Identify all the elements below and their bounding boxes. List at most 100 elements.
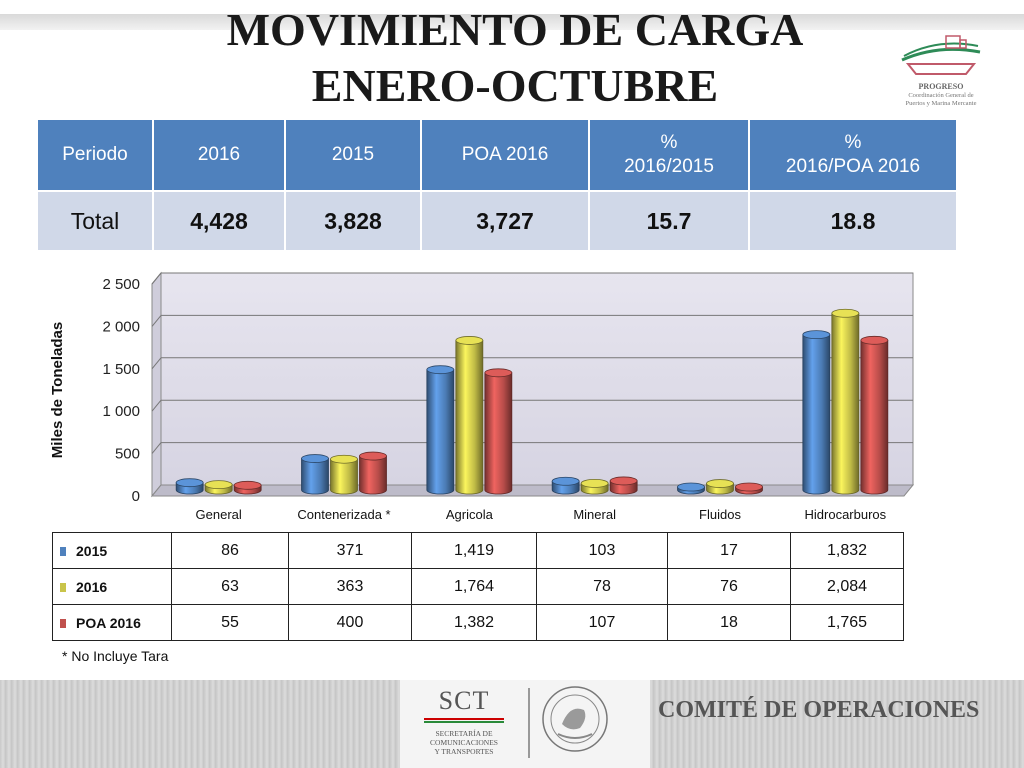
bar-top	[735, 482, 763, 492]
sct-red-rule	[424, 718, 504, 720]
summary-header-2015: 2015	[286, 120, 420, 190]
y-axis-label: Miles de Toneladas	[49, 322, 66, 458]
y-tick-label: 2 000	[102, 318, 140, 335]
bar-poa-2016	[484, 372, 513, 495]
summary-total-label: Total	[38, 192, 152, 250]
summary-total-2016: 4,428	[154, 192, 284, 250]
data-row-label: 2015	[52, 532, 172, 569]
gridline	[151, 357, 162, 370]
legend-key-2015	[60, 547, 66, 557]
data-cell: 107	[536, 604, 668, 641]
bar-top	[359, 451, 387, 461]
national-seal-icon	[542, 686, 608, 752]
bar-2015	[301, 458, 329, 495]
bar-poa-2016	[860, 339, 889, 495]
bar-top	[484, 368, 513, 378]
bar-top	[301, 454, 329, 463]
progreso-logo: PROGRESO Coordinación General de Puertos…	[888, 30, 994, 112]
sct-subtitle-line-2: COMUNICACIONES	[430, 738, 498, 747]
summary-header-poa-2016: POA 2016	[422, 120, 588, 190]
sct-logo: SCT SECRETARÍA DE COMUNICACIONES Y TRANS…	[414, 686, 514, 756]
chart-labels: 0 500 1 000 1 500 2 000 2 500 Miles de Tonelad…	[49, 276, 887, 522]
bar-poa-2016	[359, 455, 387, 495]
summary-header-pct-2016-2015: % 2016/2015	[590, 120, 748, 190]
bar-top	[551, 476, 580, 486]
chart-floor	[150, 484, 915, 497]
ship-icon	[901, 35, 981, 75]
bar-2015	[802, 334, 831, 495]
summary-total-2015: 3,828	[286, 192, 420, 250]
sct-logo-subtitle: SECRETARÍA DE COMUNICACIONES Y TRANSPORT…	[414, 729, 514, 756]
gridline	[151, 272, 162, 285]
page-title: MOVIMIENTO DE CARGA ENERO-OCTUBRE	[120, 2, 910, 114]
bar-top	[175, 478, 204, 488]
bar-top	[455, 336, 484, 345]
data-table: 2015 86 371 1,419 103 17 1,832 2016 63 3…	[52, 532, 904, 641]
bar-2015	[426, 369, 455, 495]
data-cell: 18	[667, 604, 791, 641]
title-line-2: ENERO-OCTUBRE	[311, 60, 719, 111]
logo-name: PROGRESO	[918, 82, 964, 91]
legend-label-poa-2016: POA 2016	[76, 614, 141, 631]
x-tick-label: Fluidos	[699, 507, 741, 522]
summary-total-pct-2016-poa: 18.8	[750, 192, 956, 250]
data-cell: 63	[171, 568, 289, 605]
footnote: * No Incluye Tara	[62, 648, 169, 664]
y-tick-label: 500	[115, 446, 140, 463]
y-tick-label: 1 500	[102, 361, 140, 378]
gridline	[151, 442, 162, 454]
data-cell: 76	[667, 568, 791, 605]
x-tick-label: Contenerizada *	[297, 507, 390, 522]
title-line-1: MOVIMIENTO DE CARGA	[226, 4, 804, 55]
bar-top	[609, 476, 638, 486]
data-cell: 17	[667, 532, 791, 569]
logo-subtitle-line-2: Puertos y Marina Mercante	[905, 100, 977, 107]
legend-key-2016	[60, 583, 66, 593]
data-cell: 103	[536, 532, 668, 569]
legend-label-2015: 2015	[76, 542, 108, 559]
data-cell: 2,084	[790, 568, 904, 605]
data-cell: 86	[171, 532, 289, 569]
gridline	[151, 315, 162, 327]
data-cell: 78	[536, 568, 668, 605]
data-cell: 363	[288, 568, 412, 605]
bar-top	[677, 482, 705, 492]
sct-subtitle-line-3: Y TRANSPORTES	[434, 747, 494, 756]
bar-top	[426, 365, 455, 375]
data-row-label: 2016	[52, 568, 172, 605]
data-cell: 1,765	[790, 604, 904, 641]
bar-top	[330, 454, 358, 464]
data-cell: 1,832	[790, 532, 904, 569]
data-row-poa-2016: POA 2016 55 400 1,382 107 18 1,765	[52, 604, 904, 641]
x-tick-label: Mineral	[573, 507, 616, 522]
summary-total-row: Total 4,428 3,828 3,727 15.7 18.8	[38, 192, 956, 250]
bar-top	[580, 478, 609, 488]
top-bar	[0, 14, 1024, 30]
chart-side-wall	[151, 271, 162, 498]
bar-top	[233, 480, 262, 490]
legend-label-2016: 2016	[76, 578, 108, 595]
bar-2016	[831, 312, 860, 495]
legend-key-poa-2016	[60, 619, 66, 629]
bar-2016	[455, 340, 484, 495]
data-row-2015: 2015 86 371 1,419 103 17 1,832	[52, 532, 904, 569]
summary-total-poa-2016: 3,727	[422, 192, 588, 250]
y-tick-label: 1 000	[102, 403, 140, 420]
data-row-2016: 2016 63 363 1,764 78 76 2,084	[52, 568, 904, 605]
x-tick-label: General	[196, 507, 242, 522]
y-tick-label: 0	[132, 488, 140, 505]
x-tick-label: Hidrocarburos	[805, 507, 887, 522]
chart-back-wall	[160, 272, 914, 486]
sct-green-rule	[424, 721, 504, 723]
data-cell: 400	[288, 604, 412, 641]
bar-top	[860, 335, 889, 345]
bar-top	[706, 479, 734, 488]
logo-subtitle: Coordinación General de Puertos y Marina…	[888, 92, 994, 108]
bar-top	[802, 330, 831, 340]
chart-bars	[175, 308, 889, 495]
comite-de-operaciones: COMITÉ DE OPERACIONES	[658, 697, 980, 723]
footer-logo-panel	[400, 680, 650, 768]
chart-plot-area	[150, 271, 915, 498]
data-cell: 55	[171, 604, 289, 641]
sct-logo-text: SCT	[438, 686, 490, 715]
